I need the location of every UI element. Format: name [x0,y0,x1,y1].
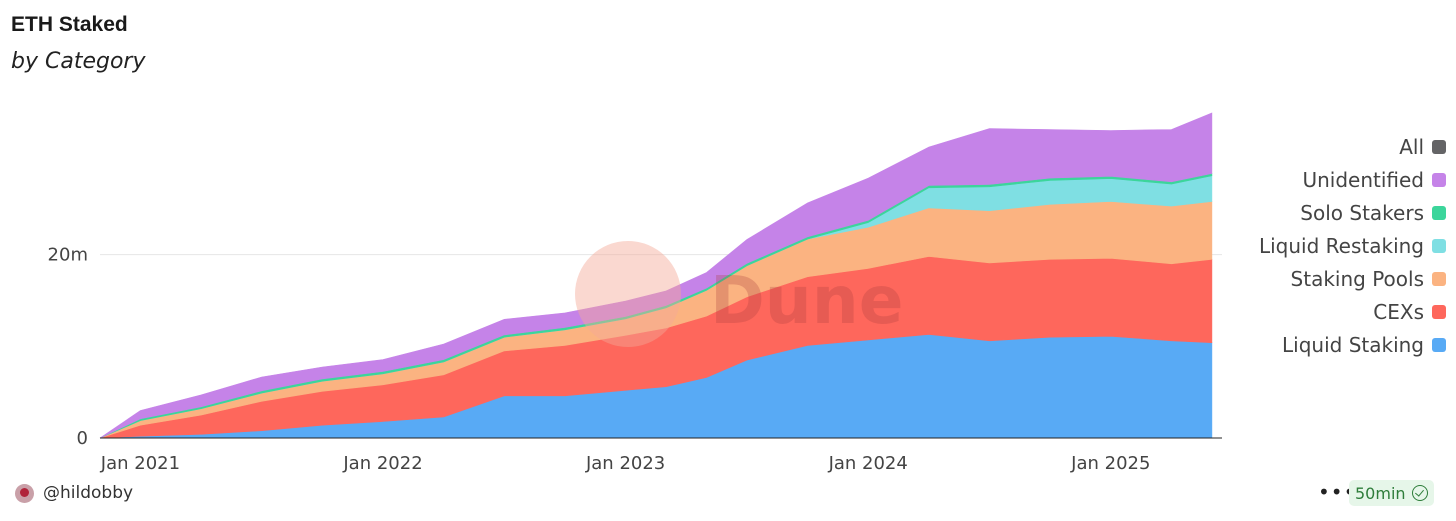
legend-item-staking-pools[interactable]: Staking Pools [1186,262,1446,295]
chart-legend: All Unidentified Solo Stakers Liquid Restak… [1186,130,1446,361]
legend-label: All [1399,134,1424,159]
legend-swatch [1432,238,1446,253]
username[interactable]: @hildobby [43,483,134,503]
legend-item-unidentified[interactable]: Unidentified [1186,163,1446,196]
watermark: Dune [710,262,904,339]
area-unidentified [99,112,1213,439]
avatar[interactable] [15,483,34,503]
legend-label: Unidentified [1302,167,1424,192]
refresh-badge[interactable]: 50min [1349,480,1434,506]
legend-item-liquid-restaking[interactable]: Liquid Restaking [1186,229,1446,262]
legend-swatch [1432,304,1446,319]
x-tick-label: Jan 2021 [100,453,180,474]
legend-item-all[interactable]: All [1186,130,1446,163]
legend-swatch [1432,139,1446,154]
legend-label: CEXs [1373,299,1424,324]
legend-label: Staking Pools [1290,266,1424,291]
refresh-time: 50min [1355,483,1406,503]
y-tick-label: 0 [77,428,88,449]
legend-swatch [1432,271,1446,286]
x-tick-label: Jan 2024 [828,453,908,474]
x-tick-label: Jan 2025 [1070,453,1150,474]
y-tick-label: 20m [48,245,88,266]
legend-label: Liquid Restaking [1258,233,1424,258]
chart-subtitle: by Category [11,49,146,74]
legend-item-liquid-staking[interactable]: Liquid Staking [1186,328,1446,361]
x-tick-label: Jan 2022 [342,453,422,474]
check-circle-icon [1411,485,1428,501]
legend-label: Liquid Staking [1282,332,1424,357]
author[interactable]: @hildobby [15,483,133,503]
legend-item-cexs[interactable]: CEXs [1186,295,1446,328]
dune-logo-icon [575,241,681,347]
legend-swatch [1432,172,1446,187]
x-tick-label: Jan 2023 [585,453,665,474]
legend-swatch [1432,205,1446,220]
chart-title: ETH Staked [11,13,128,36]
legend-item-solo-stakers[interactable]: Solo Stakers [1186,196,1446,229]
legend-swatch [1432,337,1446,352]
legend-label: Solo Stakers [1300,200,1424,225]
